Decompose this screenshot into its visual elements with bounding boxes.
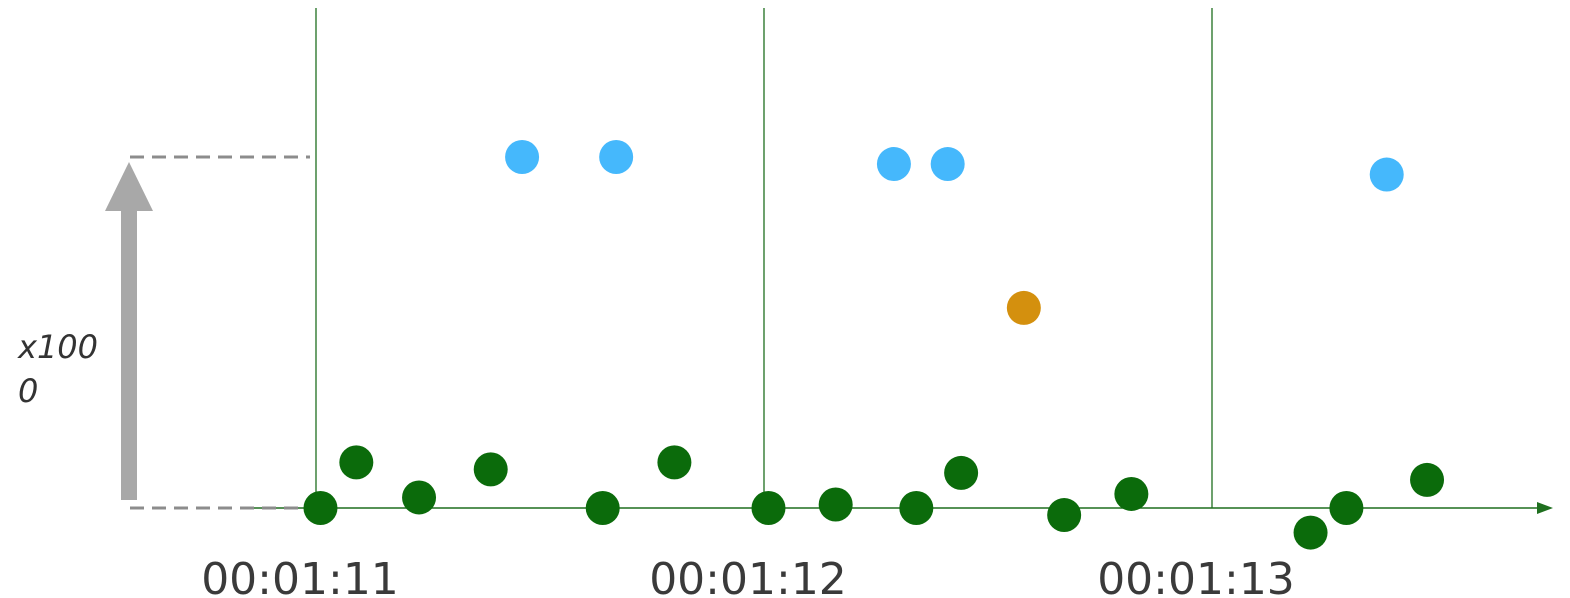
green-data-point <box>339 445 374 480</box>
green-data-point <box>1114 476 1149 511</box>
green-data-point <box>585 491 620 525</box>
x-tick-label: 00:01:11 <box>201 554 399 598</box>
orange-data-point <box>1006 290 1041 325</box>
scale-label: x100 0 <box>17 328 98 410</box>
green-data-point <box>1410 462 1445 497</box>
green-data-point <box>751 491 786 525</box>
green-data-point <box>944 455 979 490</box>
blue-data-point <box>930 147 965 182</box>
blue-data-point <box>505 140 540 174</box>
green-data-point <box>657 445 692 480</box>
green-data-point <box>818 487 853 522</box>
x-axis <box>240 502 1553 514</box>
x-tick-labels: 00:01:11 00:01:12 00:01:13 <box>201 554 1295 598</box>
scale-label-line: 0 <box>18 372 38 410</box>
green-data-point <box>303 491 338 525</box>
green-data-point <box>899 491 934 525</box>
scale-label-line: x100 <box>17 328 98 366</box>
green-data-point <box>402 480 437 515</box>
x-tick-label: 00:01:12 <box>649 554 847 598</box>
scale-arrow-shaft <box>121 208 137 500</box>
blue-data-point <box>599 140 634 174</box>
green-data-point <box>1329 491 1364 525</box>
second-grid-lines <box>315 8 1213 508</box>
scale-indicator <box>105 155 310 510</box>
green-data-point <box>1047 498 1082 533</box>
data-points <box>303 140 1445 550</box>
green-data-point <box>473 452 508 487</box>
x-axis-arrowhead <box>1537 502 1553 514</box>
scale-arrow-head <box>105 162 153 211</box>
blue-data-point <box>1369 157 1404 192</box>
x-tick-label: 00:01:13 <box>1097 554 1295 598</box>
green-data-point <box>1293 515 1328 550</box>
blue-data-point <box>876 147 911 182</box>
